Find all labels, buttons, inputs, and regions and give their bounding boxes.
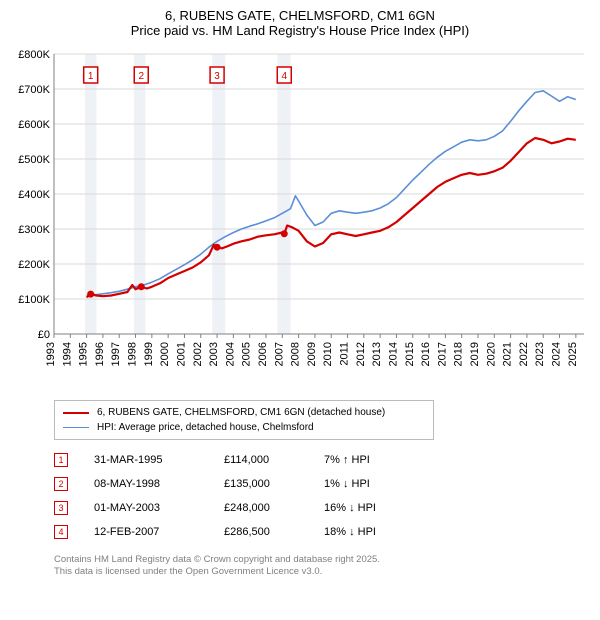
title-address: 6, RUBENS GATE, CHELMSFORD, CM1 6GN <box>10 8 590 23</box>
svg-text:£800K: £800K <box>18 49 50 61</box>
svg-text:2018: 2018 <box>453 342 465 366</box>
svg-text:£300K: £300K <box>18 224 50 236</box>
svg-text:2005: 2005 <box>241 342 253 366</box>
sale-date: 08-MAY-1998 <box>94 478 224 490</box>
sale-marker-icon: 1 <box>54 453 68 467</box>
svg-text:£700K: £700K <box>18 84 50 96</box>
svg-text:1993: 1993 <box>45 342 57 366</box>
sales-marker-cell: 3 <box>54 501 94 515</box>
chart-svg: £0 £100K £200K £300K £400K £500K £600K £700K £80… <box>10 44 590 394</box>
svg-text:£200K: £200K <box>18 259 50 271</box>
sales-marker-cell: 1 <box>54 453 94 467</box>
svg-text:2016: 2016 <box>420 342 432 366</box>
svg-text:4: 4 <box>281 71 287 82</box>
svg-text:£600K: £600K <box>18 119 50 131</box>
sale-marker-icon: 3 <box>54 501 68 515</box>
legend-label-1: 6, RUBENS GATE, CHELMSFORD, CM1 6GN (det… <box>97 407 385 418</box>
sale-pct: 16% ↓ HPI <box>324 502 444 514</box>
chart-area: £0 £100K £200K £300K £400K £500K £600K £700K £80… <box>10 44 590 394</box>
svg-text:2012: 2012 <box>355 342 367 366</box>
svg-text:2023: 2023 <box>534 342 546 366</box>
svg-text:2024: 2024 <box>551 342 563 366</box>
chart-container: 6, RUBENS GATE, CHELMSFORD, CM1 6GN Pric… <box>0 0 600 587</box>
svg-text:2001: 2001 <box>175 342 187 366</box>
sale-date: 01-MAY-2003 <box>94 502 224 514</box>
sale-pct: 7% ↑ HPI <box>324 454 444 466</box>
svg-text:1995: 1995 <box>78 342 90 366</box>
sales-row: 3 01-MAY-2003 £248,000 16% ↓ HPI <box>54 496 590 520</box>
svg-text:2021: 2021 <box>502 342 514 366</box>
svg-text:3: 3 <box>214 71 220 82</box>
svg-text:2015: 2015 <box>404 342 416 366</box>
svg-text:£100K: £100K <box>18 294 50 306</box>
sales-marker-cell: 4 <box>54 525 94 539</box>
sale-date: 12-FEB-2007 <box>94 526 224 538</box>
legend-swatch-2 <box>63 427 89 428</box>
svg-text:2011: 2011 <box>339 342 351 366</box>
legend: 6, RUBENS GATE, CHELMSFORD, CM1 6GN (det… <box>54 400 434 440</box>
sales-row: 1 31-MAR-1995 £114,000 7% ↑ HPI <box>54 448 590 472</box>
footer: Contains HM Land Registry data © Crown c… <box>54 554 590 579</box>
svg-text:2: 2 <box>138 71 144 82</box>
svg-text:2025: 2025 <box>567 342 579 366</box>
title-block: 6, RUBENS GATE, CHELMSFORD, CM1 6GN Pric… <box>10 8 590 38</box>
svg-text:2017: 2017 <box>436 342 448 366</box>
svg-text:2000: 2000 <box>159 342 171 366</box>
sales-row: 4 12-FEB-2007 £286,500 18% ↓ HPI <box>54 520 590 544</box>
svg-text:1998: 1998 <box>127 342 139 366</box>
sale-price: £286,500 <box>224 526 324 538</box>
svg-text:2004: 2004 <box>224 342 236 366</box>
svg-text:2003: 2003 <box>208 342 220 366</box>
svg-text:2020: 2020 <box>485 342 497 366</box>
svg-text:2008: 2008 <box>290 342 302 366</box>
svg-text:1997: 1997 <box>110 342 122 366</box>
sales-row: 2 08-MAY-1998 £135,000 1% ↓ HPI <box>54 472 590 496</box>
svg-text:1996: 1996 <box>94 342 106 366</box>
legend-row-series1: 6, RUBENS GATE, CHELMSFORD, CM1 6GN (det… <box>63 405 425 420</box>
svg-text:2013: 2013 <box>371 342 383 366</box>
sale-marker-icon: 4 <box>54 525 68 539</box>
svg-text:£400K: £400K <box>18 189 50 201</box>
svg-text:2009: 2009 <box>306 342 318 366</box>
svg-text:2010: 2010 <box>322 342 334 366</box>
footer-line-1: Contains HM Land Registry data © Crown c… <box>54 554 590 566</box>
sale-pct: 1% ↓ HPI <box>324 478 444 490</box>
svg-text:2002: 2002 <box>192 342 204 366</box>
footer-line-2: This data is licensed under the Open Gov… <box>54 566 590 578</box>
svg-text:2007: 2007 <box>273 342 285 366</box>
title-subtitle: Price paid vs. HM Land Registry's House … <box>10 23 590 38</box>
sale-pct: 18% ↓ HPI <box>324 526 444 538</box>
svg-text:1999: 1999 <box>143 342 155 366</box>
svg-text:1994: 1994 <box>61 342 73 366</box>
sale-marker-icon: 2 <box>54 477 68 491</box>
svg-text:2022: 2022 <box>518 342 530 366</box>
legend-swatch-1 <box>63 412 89 414</box>
svg-text:2006: 2006 <box>257 342 269 366</box>
sale-date: 31-MAR-1995 <box>94 454 224 466</box>
svg-text:1: 1 <box>88 71 94 82</box>
sale-price: £114,000 <box>224 454 324 466</box>
svg-text:£500K: £500K <box>18 154 50 166</box>
legend-label-2: HPI: Average price, detached house, Chel… <box>97 422 314 433</box>
sales-marker-cell: 2 <box>54 477 94 491</box>
sales-table: 1 31-MAR-1995 £114,000 7% ↑ HPI 2 08-MAY… <box>54 448 590 544</box>
svg-text:2014: 2014 <box>387 342 399 366</box>
sale-price: £135,000 <box>224 478 324 490</box>
svg-text:2019: 2019 <box>469 342 481 366</box>
svg-text:£0: £0 <box>38 329 50 341</box>
sale-price: £248,000 <box>224 502 324 514</box>
legend-row-series2: HPI: Average price, detached house, Chel… <box>63 420 425 435</box>
